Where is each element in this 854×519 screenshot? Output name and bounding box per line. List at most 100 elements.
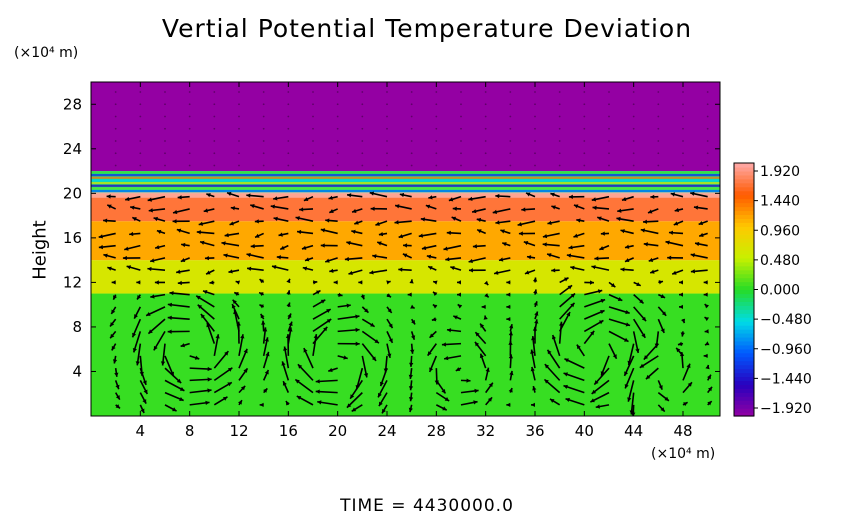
velocity-arrow-stub bbox=[484, 103, 487, 106]
velocity-arrow-head bbox=[452, 206, 457, 211]
velocity-arrow-head bbox=[648, 257, 654, 262]
velocity-arrow-head bbox=[441, 388, 446, 394]
velocity-arrow-head bbox=[299, 207, 304, 212]
velocity-arrow-head bbox=[394, 220, 399, 225]
velocity-arrow-stub bbox=[558, 127, 561, 130]
velocity-arrow-head bbox=[642, 219, 648, 224]
velocity-arrow-stub bbox=[460, 140, 462, 142]
velocity-arrow-head bbox=[338, 292, 343, 297]
velocity-arrow-head bbox=[600, 298, 606, 303]
velocity-arrow-head bbox=[111, 309, 116, 314]
velocity-arrow-stub bbox=[164, 152, 166, 155]
velocity-arrow-head bbox=[407, 292, 412, 297]
velocity-arrow-stub bbox=[410, 103, 413, 106]
velocity-arrow-head bbox=[620, 229, 625, 234]
colorbar-segment bbox=[734, 348, 754, 354]
velocity-arrow-head bbox=[551, 268, 556, 273]
velocity-arrow-head bbox=[481, 304, 486, 310]
velocity-arrow-head bbox=[387, 353, 392, 358]
velocity-arrow-head bbox=[316, 290, 321, 295]
velocity-arrow-head bbox=[639, 363, 645, 368]
velocity-arrow-head bbox=[492, 209, 498, 214]
velocity-arrow-head bbox=[148, 208, 153, 213]
velocity-arrow-head bbox=[472, 209, 477, 214]
colorbar-label: −1.440 bbox=[760, 371, 812, 387]
velocity-arrow-head bbox=[698, 221, 704, 226]
colorbar-segment bbox=[734, 293, 754, 299]
velocity-arrow-stub bbox=[114, 140, 117, 142]
velocity-arrow-stub bbox=[509, 152, 512, 155]
velocity-arrow-head bbox=[107, 204, 112, 209]
velocity-arrow-stub bbox=[632, 115, 635, 118]
velocity-arrow-stub bbox=[336, 103, 339, 106]
velocity-arrow-head bbox=[500, 229, 505, 234]
velocity-arrow-head bbox=[259, 304, 264, 309]
colorbar-segment bbox=[734, 340, 754, 346]
velocity-arrow-stub bbox=[164, 91, 166, 93]
velocity-arrow-head bbox=[369, 270, 374, 275]
velocity-arrow-head bbox=[243, 348, 248, 354]
velocity-arrow-stub bbox=[706, 127, 709, 130]
colorbar-segment bbox=[734, 321, 754, 326]
velocity-arrow-head bbox=[379, 381, 384, 387]
velocity-arrow-stub bbox=[632, 103, 635, 106]
velocity-arrow-head bbox=[707, 401, 712, 406]
velocity-arrow-head bbox=[643, 242, 648, 247]
velocity-arrow-head bbox=[641, 333, 646, 338]
velocity-arrow-head bbox=[167, 302, 172, 307]
velocity-arrow-stub bbox=[386, 164, 388, 167]
velocity-arrow-head bbox=[280, 245, 285, 250]
velocity-arrow-head bbox=[374, 339, 379, 344]
velocity-arrow-head bbox=[398, 234, 404, 239]
velocity-arrow-head bbox=[551, 335, 557, 340]
velocity-arrow-head bbox=[457, 292, 461, 297]
velocity-arrow-stub bbox=[361, 152, 364, 155]
colorbar-segment bbox=[734, 289, 754, 295]
x-tick-label: 20 bbox=[328, 422, 347, 440]
velocity-arrow-stub bbox=[361, 164, 364, 167]
velocity-arrow-head bbox=[704, 341, 710, 346]
velocity-arrow-head bbox=[455, 367, 461, 371]
colorbar-segment bbox=[734, 388, 754, 393]
velocity-arrow-stub bbox=[460, 127, 462, 130]
velocity-arrow-stub bbox=[312, 164, 314, 167]
velocity-arrow-head bbox=[498, 257, 504, 262]
velocity-arrow-stub bbox=[682, 152, 684, 155]
velocity-arrow-head bbox=[625, 322, 631, 327]
chart-title: Vertial Potential Temperature Deviation bbox=[161, 14, 693, 43]
velocity-arrow-head bbox=[448, 197, 454, 202]
velocity-arrow-stub bbox=[188, 152, 191, 155]
velocity-arrow-stub bbox=[657, 91, 660, 93]
velocity-arrow-head bbox=[231, 304, 236, 309]
velocity-arrow-head bbox=[135, 361, 140, 366]
velocity-arrow-head bbox=[344, 256, 349, 262]
velocity-arrow-stub bbox=[262, 140, 265, 142]
velocity-arrow-head bbox=[707, 386, 713, 392]
velocity-arrow-stub bbox=[188, 140, 191, 142]
colorbar-segment bbox=[734, 309, 754, 314]
velocity-arrow-head bbox=[304, 257, 310, 262]
velocity-arrow-head bbox=[665, 240, 670, 245]
x-tick-label: 16 bbox=[279, 422, 298, 440]
velocity-arrow-stub bbox=[139, 152, 142, 155]
velocity-arrow-head bbox=[325, 218, 330, 223]
velocity-arrow-head bbox=[476, 217, 482, 223]
velocity-arrow-stub bbox=[139, 127, 142, 130]
velocity-arrow-head bbox=[658, 385, 663, 390]
velocity-arrow-head bbox=[227, 191, 232, 197]
velocity-arrow-head bbox=[243, 368, 248, 373]
velocity-arrow-head bbox=[532, 277, 538, 282]
velocity-arrow-head bbox=[140, 408, 145, 413]
velocity-arrow-head bbox=[124, 246, 129, 251]
velocity-arrow-head bbox=[169, 291, 174, 296]
colorbar-segment bbox=[734, 356, 754, 362]
velocity-arrow-stub bbox=[583, 103, 586, 106]
velocity-arrow-head bbox=[224, 232, 229, 238]
velocity-arrow-head bbox=[431, 317, 437, 322]
y-tick-label: 20 bbox=[63, 184, 82, 202]
velocity-arrow-head bbox=[206, 193, 211, 198]
velocity-arrow-head bbox=[320, 299, 326, 304]
velocity-arrow-head bbox=[591, 265, 596, 270]
velocity-arrow-head bbox=[450, 265, 455, 271]
